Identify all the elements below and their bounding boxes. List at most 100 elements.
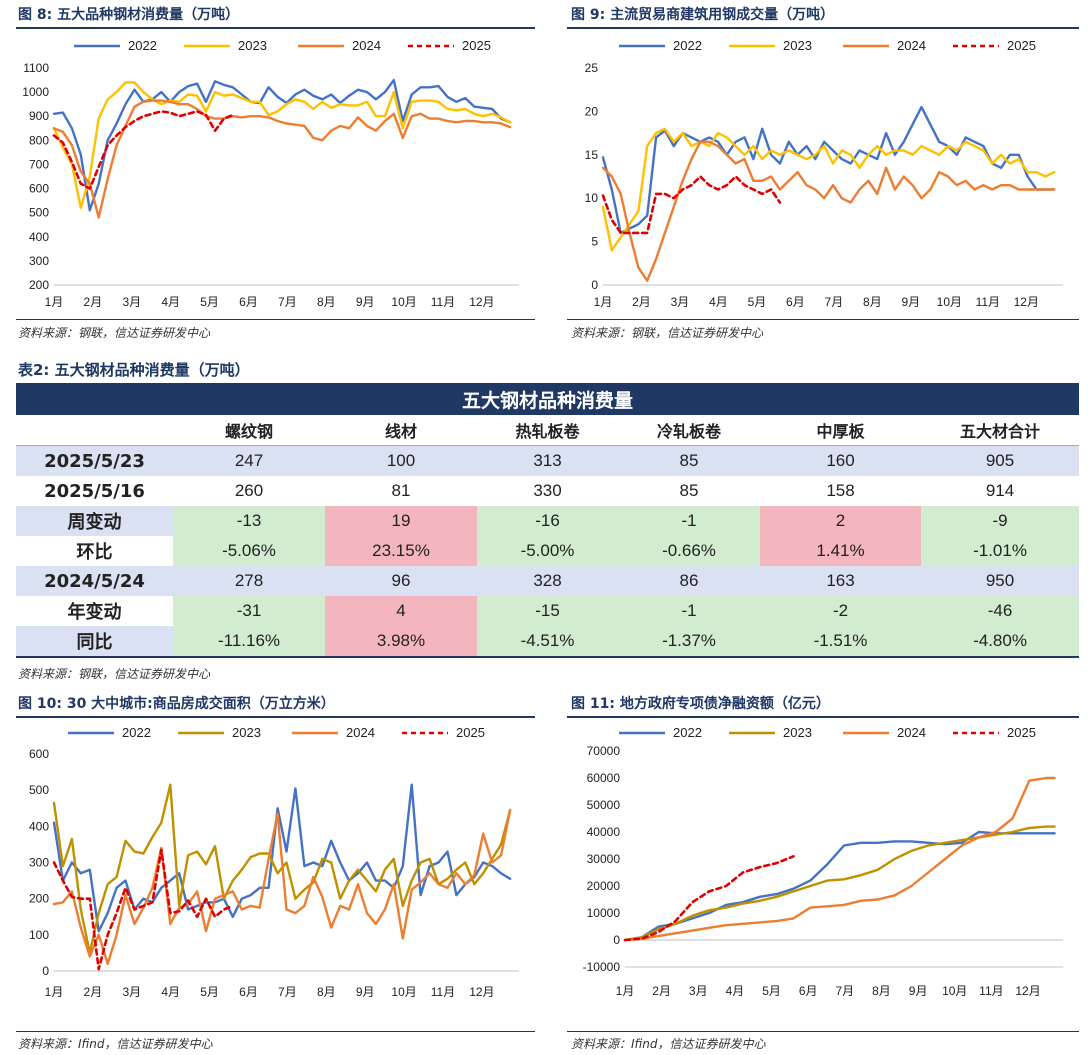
y-tick-label: 100 xyxy=(29,928,49,942)
x-tick-label: 2月 xyxy=(84,985,103,999)
y-tick-label: 30000 xyxy=(587,852,621,866)
x-tick-label: 10月 xyxy=(937,295,962,309)
legend-label-2024: 2024 xyxy=(897,38,926,53)
table-cell: -1.01% xyxy=(921,536,1080,566)
table-cell: 313 xyxy=(477,445,618,476)
y-tick-label: 0 xyxy=(613,933,620,947)
x-tick-label: 5月 xyxy=(200,985,219,999)
x-tick-label: 7月 xyxy=(835,984,854,998)
table-cell: 96 xyxy=(391,571,411,590)
y-tick-label: 1000 xyxy=(22,85,49,99)
legend-label-2022: 2022 xyxy=(122,725,151,740)
table-cell: -16 xyxy=(477,506,618,536)
table-cell: 950 xyxy=(985,571,1015,590)
table-cell: -46 xyxy=(921,596,1080,626)
y-tick-label: 20000 xyxy=(587,879,621,893)
series-line-2023 xyxy=(601,127,1056,252)
fig11-title-rule xyxy=(567,716,1079,718)
col-header-hot-rolled: 热轧板卷 xyxy=(515,422,580,441)
y-tick-label: 900 xyxy=(29,109,49,123)
series-line-2024 xyxy=(52,808,512,966)
table-cell: 158 xyxy=(826,481,855,500)
table-cell: -0.66% xyxy=(618,536,760,566)
x-tick-label: 12月 xyxy=(1015,984,1040,998)
x-tick-label: 9月 xyxy=(356,295,375,309)
fig10-source: 资料来源：Ifind，信达证券研发中心 xyxy=(18,1037,213,1051)
x-tick-label: 5月 xyxy=(762,984,781,998)
x-tick-label: 11月 xyxy=(431,295,455,309)
table-cell: 86 xyxy=(679,571,699,590)
table-cell: -1 xyxy=(618,596,760,626)
table-row: 周变动 -13 19 -16 -1 2 -9 xyxy=(16,506,1080,536)
col-header-cold-rolled: 冷轧板卷 xyxy=(656,422,721,441)
row-label: 周变动 xyxy=(16,506,173,536)
table-cell: 905 xyxy=(921,445,1080,476)
x-tick-label: 7月 xyxy=(278,985,297,999)
y-tick-label: 200 xyxy=(29,892,49,906)
y-tick-label: 300 xyxy=(29,254,49,268)
y-tick-label: 600 xyxy=(29,747,49,761)
table-header-blank xyxy=(16,415,173,446)
x-tick-label: 11月 xyxy=(431,985,455,999)
legend-label-2024: 2024 xyxy=(352,38,381,53)
legend-label-2025: 2025 xyxy=(462,38,491,53)
y-tick-label: 500 xyxy=(29,783,49,797)
x-tick-label: 11月 xyxy=(979,984,1003,998)
col-header-rebar: 螺纹钢 xyxy=(224,422,273,441)
fig9-title-rule xyxy=(567,27,1079,29)
y-tick-label: 800 xyxy=(29,133,49,147)
legend-label-2022: 2022 xyxy=(673,38,702,53)
y-tick-label: 25 xyxy=(585,61,599,75)
steel-consumption-table: 五大钢材品种消费量 螺纹钢 线材 热轧板卷 冷轧板卷 中厚板 五大材合计 202… xyxy=(16,383,1080,658)
x-tick-label: 3月 xyxy=(671,295,690,309)
fig9-title: 图 9: 主流贸易商建筑用钢成交量（万吨） xyxy=(571,7,835,23)
table-cell: -5.06% xyxy=(173,536,325,566)
table-cell: -1.37% xyxy=(618,626,760,658)
x-tick-label: 8月 xyxy=(863,295,882,309)
x-tick-label: 5月 xyxy=(200,295,219,309)
x-tick-label: 5月 xyxy=(748,295,767,309)
y-tick-label: 1100 xyxy=(23,61,49,75)
legend-label-2025: 2025 xyxy=(1007,725,1036,740)
table-cell: -9 xyxy=(921,506,1080,536)
legend-label-2025: 2025 xyxy=(456,725,485,740)
legend-label-2022: 2022 xyxy=(673,725,702,740)
legend-label-2024: 2024 xyxy=(897,725,926,740)
row-label: 2024/5/24 xyxy=(44,570,145,592)
series-line-2022 xyxy=(52,783,512,933)
y-tick-label: 60000 xyxy=(587,771,621,785)
table-cell: 3.98% xyxy=(325,626,477,658)
table-cell: -15 xyxy=(477,596,618,626)
table-cell: -1 xyxy=(618,506,760,536)
table-cell: 278 xyxy=(234,571,264,590)
fig8-title-rule xyxy=(16,27,535,29)
y-tick-label: 20 xyxy=(585,104,599,118)
x-tick-label: 4月 xyxy=(726,984,745,998)
y-tick-label: 600 xyxy=(29,182,49,196)
fig8-source-rule xyxy=(16,319,535,320)
x-tick-label: 7月 xyxy=(825,295,844,309)
series-line-2024 xyxy=(623,776,1056,942)
table-cell: -1.51% xyxy=(760,626,921,658)
table-row: 2024/5/24 278 96 328 86 163 950 xyxy=(16,566,1080,596)
x-tick-label: 8月 xyxy=(317,985,336,999)
x-tick-label: 2月 xyxy=(84,295,103,309)
table-cell: 2 xyxy=(760,506,921,536)
row-label: 2025/5/23 xyxy=(16,445,173,476)
legend-label-2023: 2023 xyxy=(232,725,261,740)
x-tick-label: 3月 xyxy=(122,295,141,309)
x-tick-label: 4月 xyxy=(161,295,180,309)
x-tick-label: 1月 xyxy=(45,295,64,309)
y-tick-label: 500 xyxy=(29,206,49,220)
fig11-source-rule xyxy=(567,1031,1079,1032)
x-tick-label: 12月 xyxy=(469,985,494,999)
legend-label-2022: 2022 xyxy=(128,38,157,53)
fig11-chart: -10000 0 10000 20000 30000 40000 50000 60000 700… xyxy=(583,725,1063,998)
row-label: 年变动 xyxy=(67,602,122,623)
x-tick-label: 12月 xyxy=(1014,295,1039,309)
y-tick-label: 15 xyxy=(585,148,599,162)
table-row: 年变动 -31 4 -15 -1 -2 -46 xyxy=(16,596,1080,626)
table-cell: 19 xyxy=(325,506,477,536)
fig11-source: 资料来源：Ifind，信达证券研发中心 xyxy=(571,1037,766,1051)
x-tick-label: 4月 xyxy=(709,295,728,309)
